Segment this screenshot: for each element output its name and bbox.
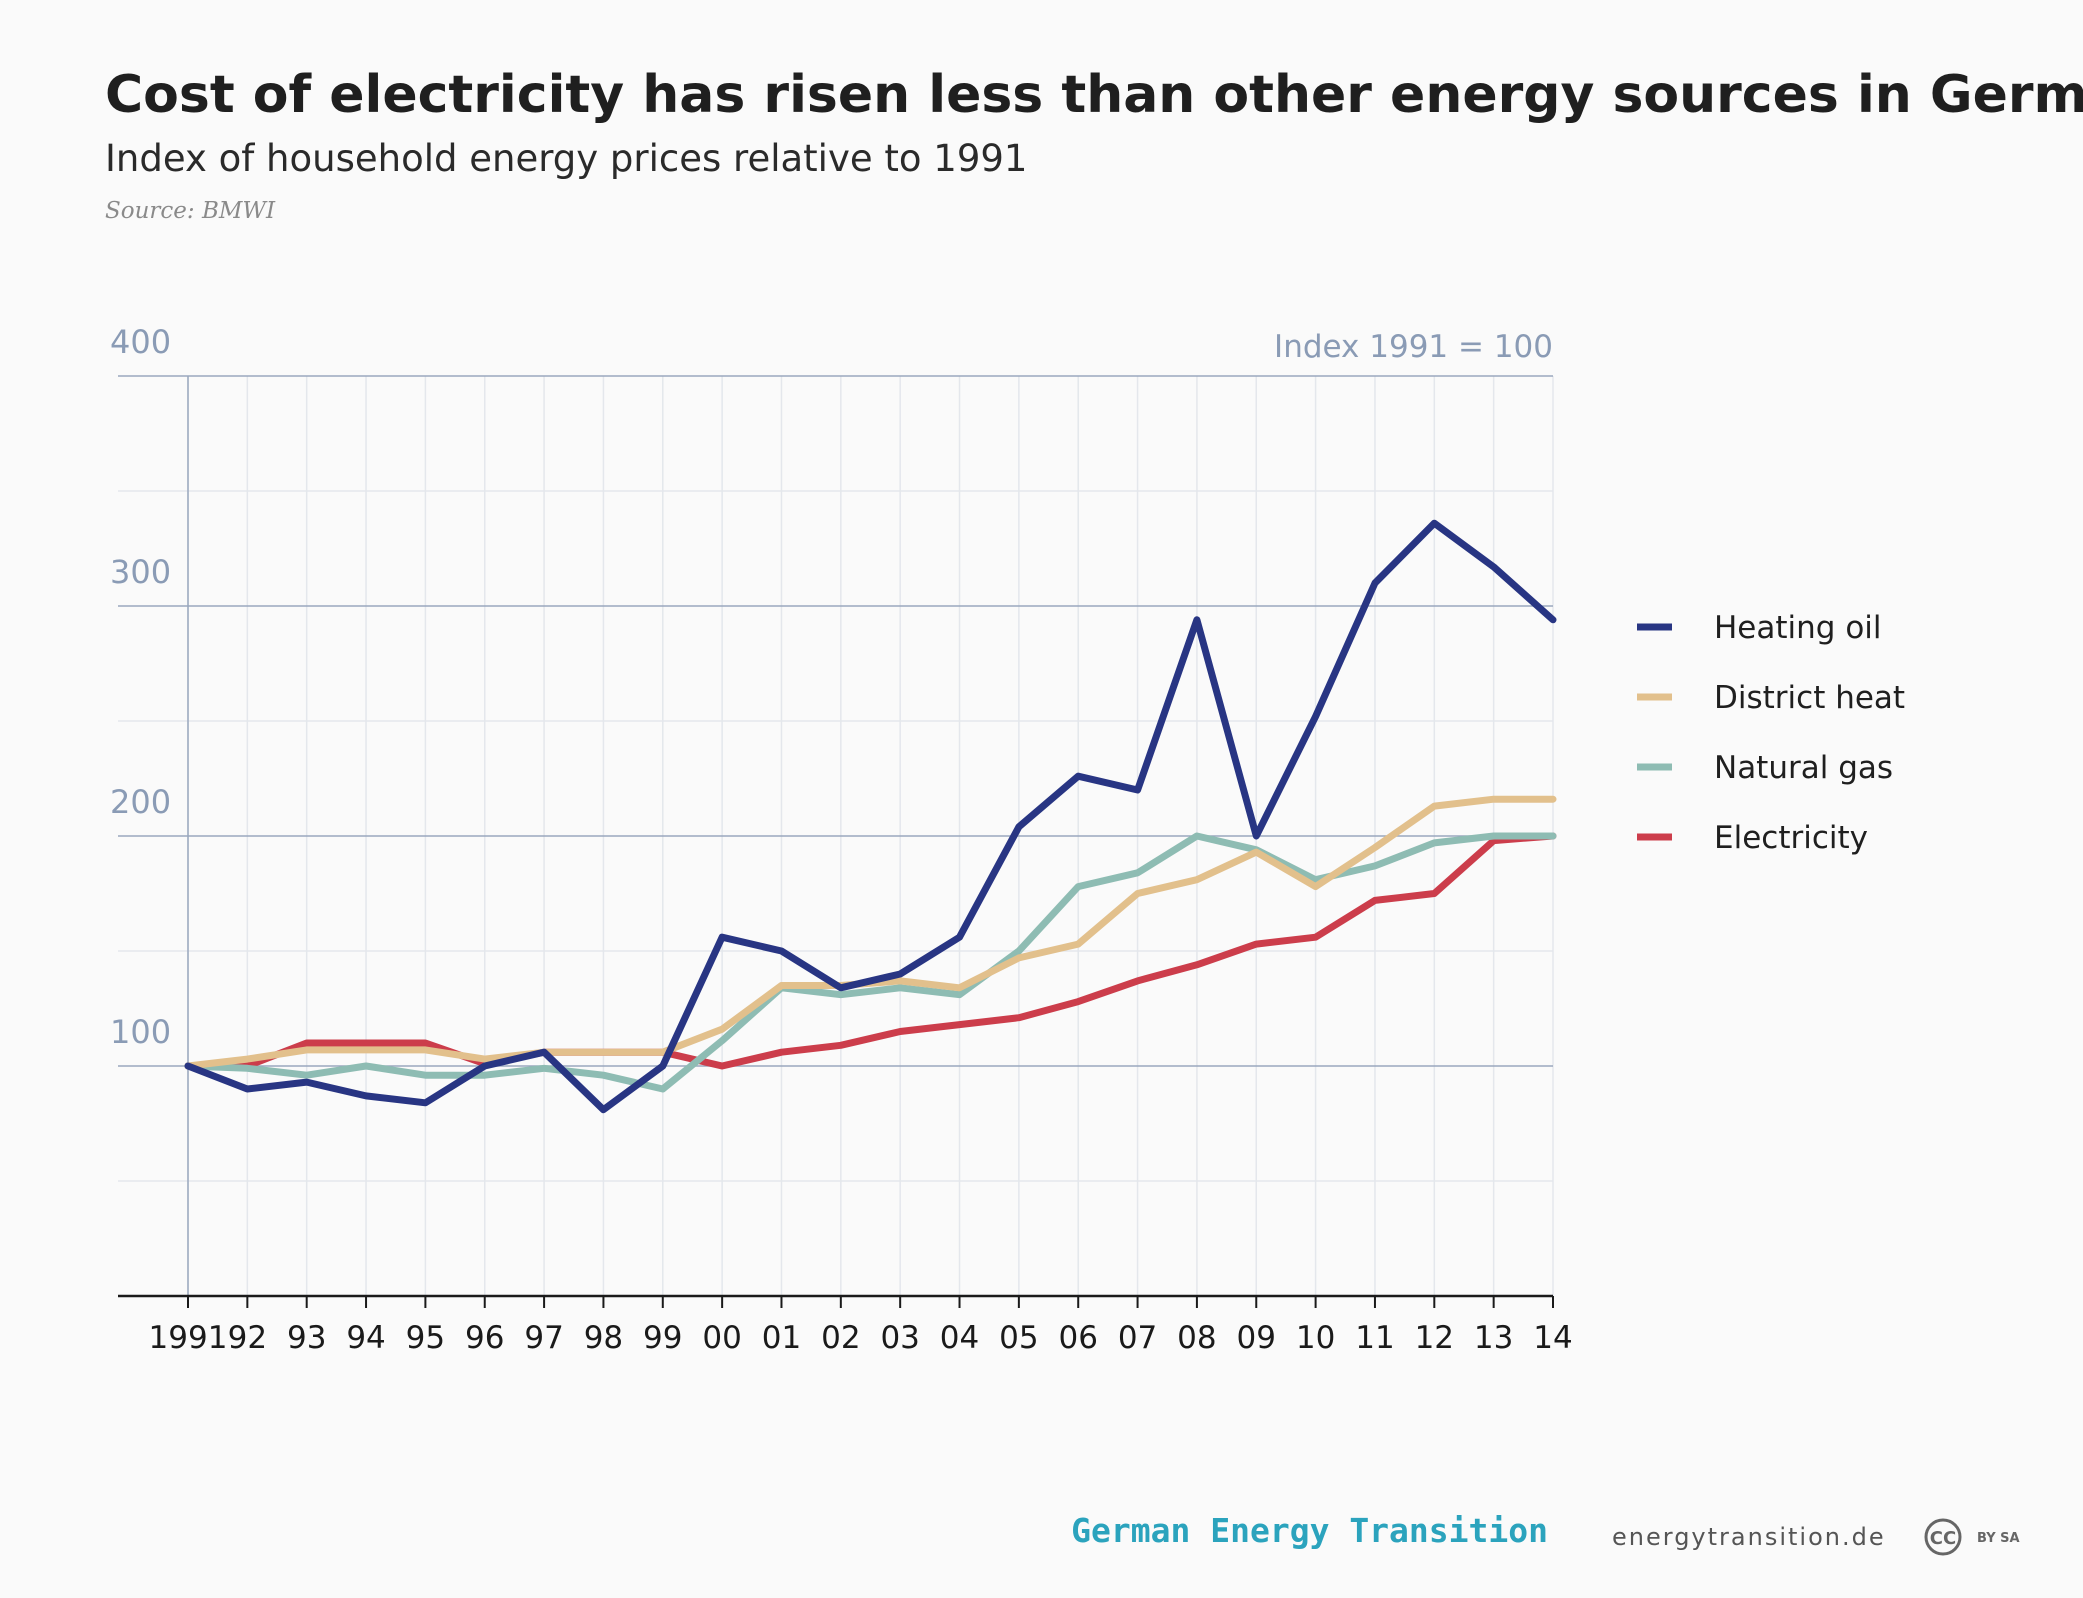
x-tick-label: 03 — [880, 1320, 919, 1356]
x-tick-label: 11 — [1355, 1320, 1394, 1356]
x-tick-label: 96 — [465, 1320, 504, 1356]
x-tick-label: 1991 — [149, 1320, 228, 1356]
series-lines — [184, 519, 1557, 1114]
x-tick-label: 07 — [1118, 1320, 1157, 1356]
footer: German Energy Transition energytransitio… — [1071, 1511, 2020, 1556]
y-tick-label: 100 — [110, 1013, 171, 1051]
chart-source: Source: BMWI — [105, 198, 276, 224]
x-tick-label: 09 — [1237, 1320, 1276, 1356]
x-tick-label: 99 — [643, 1320, 682, 1356]
legend-label: Heating oil — [1714, 610, 1882, 646]
y-tick-label: 200 — [110, 783, 171, 821]
cc-license-badge: CC — [1930, 1528, 1956, 1549]
legend-label: District heat — [1714, 680, 1905, 716]
brand-logo: German Energy Transition — [1071, 1511, 1548, 1550]
x-tick-label: 01 — [762, 1320, 801, 1356]
cc-license-terms: BY SA — [1977, 1531, 2020, 1546]
legend-label: Natural gas — [1714, 750, 1893, 786]
grid — [118, 375, 1554, 1296]
legend: Heating oil District heat Natural gas Elect… — [1637, 610, 1905, 856]
chart-subtitle: Index of household energy prices relativ… — [105, 137, 1027, 180]
x-tick-label: 10 — [1296, 1320, 1335, 1356]
x-tick-label: 92 — [228, 1320, 267, 1356]
x-tick-label: 06 — [1058, 1320, 1097, 1356]
unit-label: Index 1991 = 100 — [1274, 329, 1553, 365]
x-tick-label: 98 — [584, 1320, 623, 1356]
x-tick-label: 04 — [940, 1320, 979, 1356]
x-tick-label: 13 — [1474, 1320, 1513, 1356]
x-tick-label: 94 — [346, 1320, 385, 1356]
x-axis-ticks: 1991 92 93 94 95 96 97 98 99 00 01 02 03 04 05 06 07 08 09… — [149, 1296, 1573, 1356]
y-tick-label: 400 — [110, 323, 171, 361]
x-tick-label: 08 — [1177, 1320, 1216, 1356]
legend-label: Electricity — [1714, 820, 1868, 856]
x-tick-label: 05 — [999, 1320, 1038, 1356]
chart-title: Cost of electricity has risen less than … — [105, 65, 2083, 125]
series-line-heating-oil — [184, 519, 1557, 1114]
x-tick-label: 02 — [821, 1320, 860, 1356]
y-axis-ticks: 100 200 300 400 — [110, 323, 171, 1051]
x-tick-label: 95 — [406, 1320, 445, 1356]
x-tick-label: 14 — [1533, 1320, 1572, 1356]
x-tick-label: 12 — [1415, 1320, 1454, 1356]
x-tick-label: 97 — [524, 1320, 563, 1356]
y-tick-label: 300 — [110, 553, 171, 591]
x-tick-label: 00 — [702, 1320, 741, 1356]
cc-license-icon — [1924, 1518, 1962, 1556]
series-line-district-heat — [184, 795, 1557, 1070]
series-line-electricity — [184, 832, 1557, 1070]
x-tick-label: 93 — [287, 1320, 326, 1356]
site-url: energytransition.de — [1612, 1523, 1886, 1551]
axes — [118, 376, 1553, 1298]
